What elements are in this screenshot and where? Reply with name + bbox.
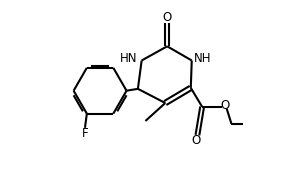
Text: NH: NH bbox=[193, 52, 211, 65]
Text: O: O bbox=[221, 99, 230, 112]
Text: O: O bbox=[162, 11, 172, 23]
Text: F: F bbox=[82, 127, 88, 140]
Text: HN: HN bbox=[120, 52, 137, 65]
Text: O: O bbox=[192, 134, 201, 147]
